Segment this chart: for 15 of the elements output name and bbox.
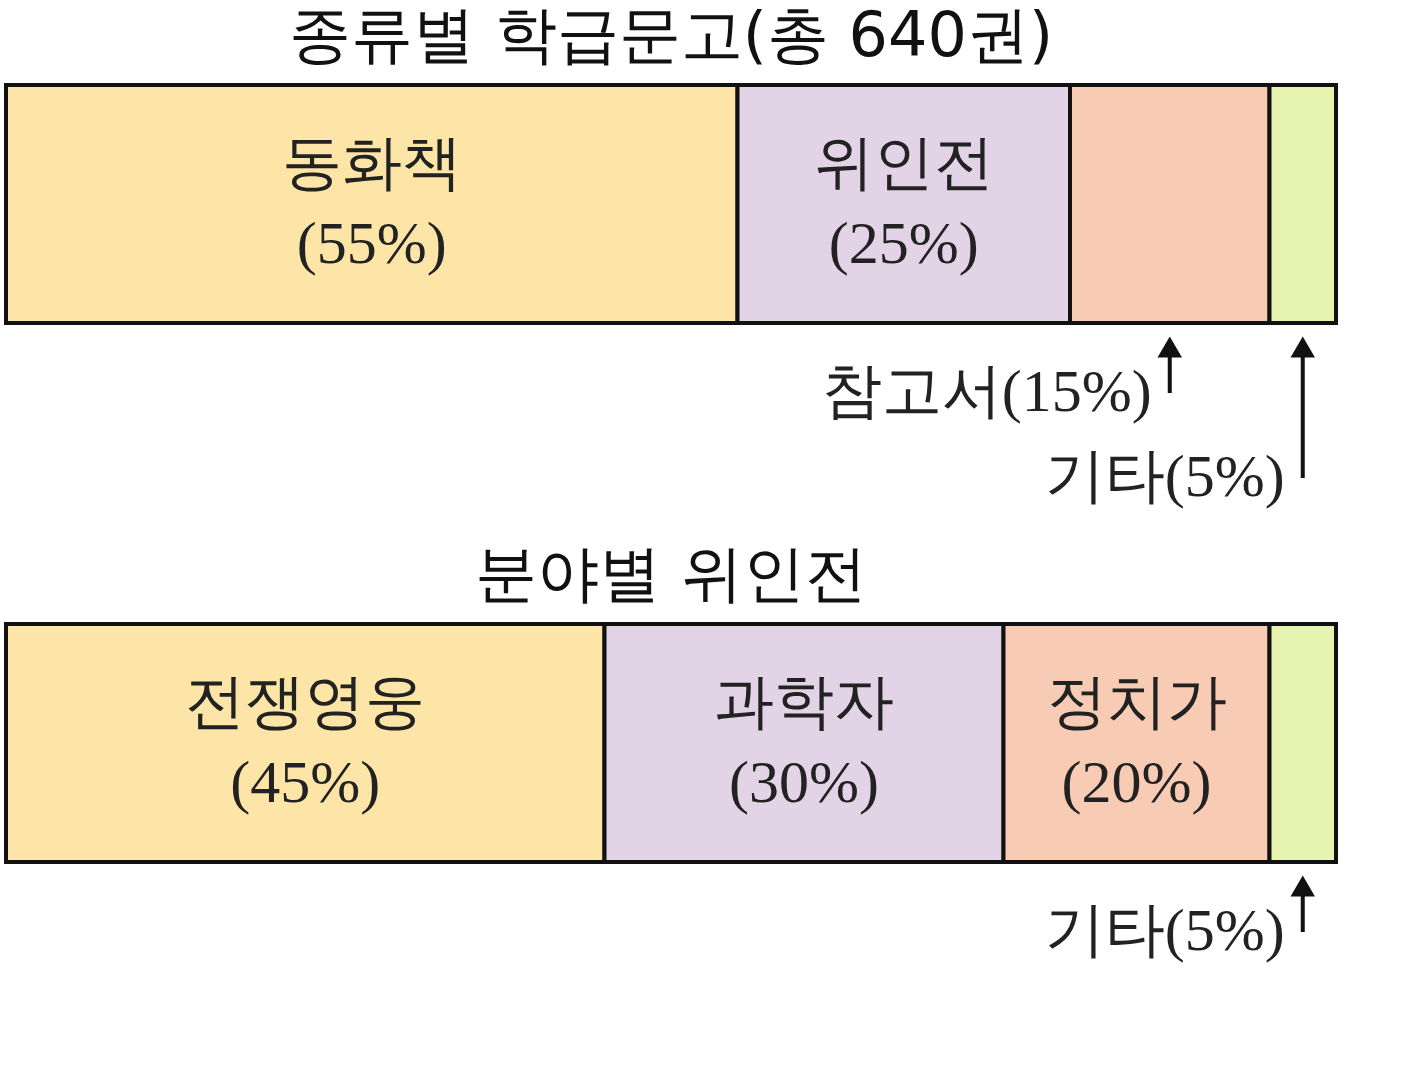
data-label: (25%) [828,210,979,276]
data-label: (20%) [1061,749,1212,815]
text: 기타(5%) [1044,897,1285,963]
data-label: (45%) [230,749,381,815]
text: 기타(5%) [1044,443,1285,509]
data-label: (30%) [729,749,879,815]
data-label: (55%) [296,210,447,276]
series-label: 과학자 [714,669,894,735]
series-label: 전쟁영웅 [185,669,426,735]
chart-title: 분야별 위인전 [475,537,867,610]
series-label: 동화책 [281,130,462,196]
text: 참고서(15%) [821,358,1152,424]
chart-title: 종류별 학급문고(총 640권) [288,0,1054,71]
series-label: 정치가 [1046,669,1227,735]
series-label: 위인전 [813,130,994,196]
